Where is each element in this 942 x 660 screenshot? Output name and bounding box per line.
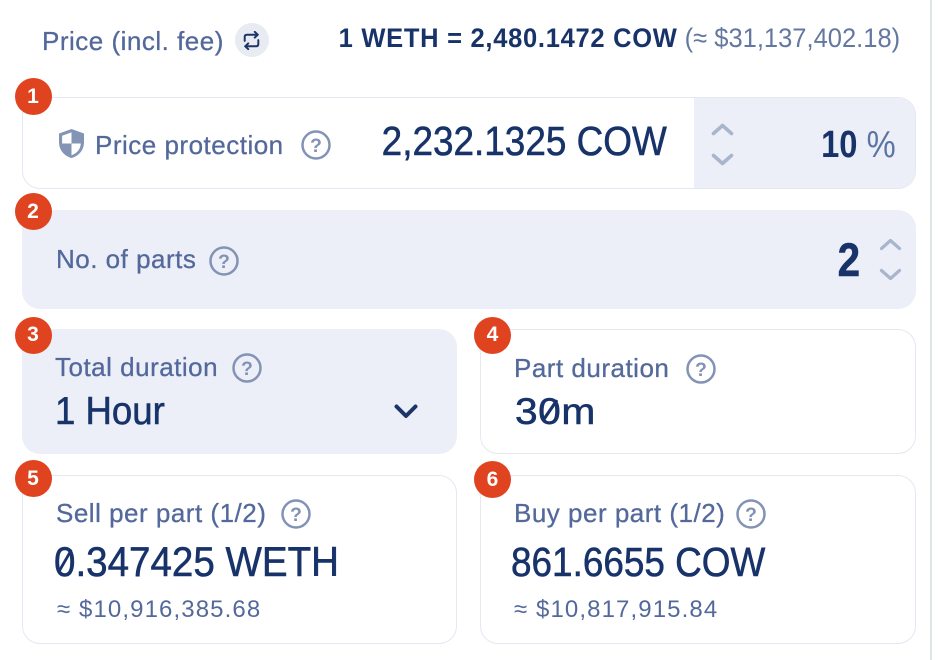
svg-text:?: ? xyxy=(290,503,302,525)
svg-text:?: ? xyxy=(745,504,757,526)
svg-text:?: ? xyxy=(310,135,322,157)
svg-text:?: ? xyxy=(241,357,253,379)
svg-text:?: ? xyxy=(695,358,707,380)
svg-text:?: ? xyxy=(218,251,230,273)
